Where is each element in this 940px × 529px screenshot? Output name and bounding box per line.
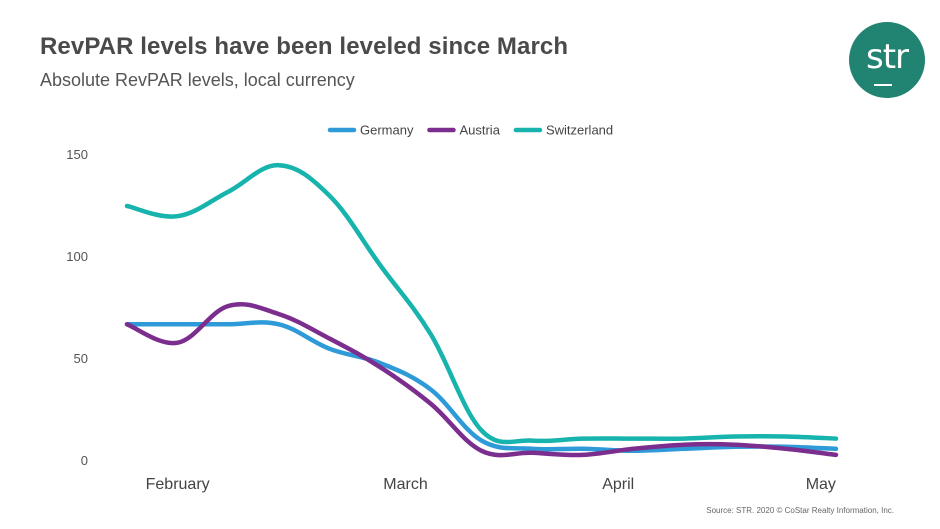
series-line-switzerland [124,162,839,445]
chart-legend: Germany Austria Switzerland [327,123,613,138]
source-note: Source: STR. 2020 © CoStar Realty Inform… [706,506,894,515]
x-axis-ticks: February March April May [146,476,836,493]
str-logo: str [849,22,925,98]
y-axis-ticks: 0 50 100 150 [66,147,88,468]
str-logo-text: str [865,37,909,77]
legend-label: Switzerland [546,123,613,138]
x-tick-label: May [806,476,836,493]
series-lines [124,162,839,458]
y-tick-label: 150 [66,147,88,162]
legend-label: Germany [360,123,414,138]
x-tick-label: April [602,476,634,493]
x-tick-label: March [383,476,427,493]
legend-label: Austria [459,123,500,138]
str-logo-underline [874,84,892,86]
chart-title: RevPAR levels have been leveled since Ma… [40,33,569,60]
y-tick-label: 100 [66,249,88,264]
y-tick-label: 50 [74,351,88,366]
series-line-austria [124,301,839,458]
y-tick-label: 0 [81,453,88,468]
series-line-germany [124,320,839,454]
chart-subtitle: Absolute RevPAR levels, local currency [40,70,355,90]
x-tick-label: February [146,476,210,493]
